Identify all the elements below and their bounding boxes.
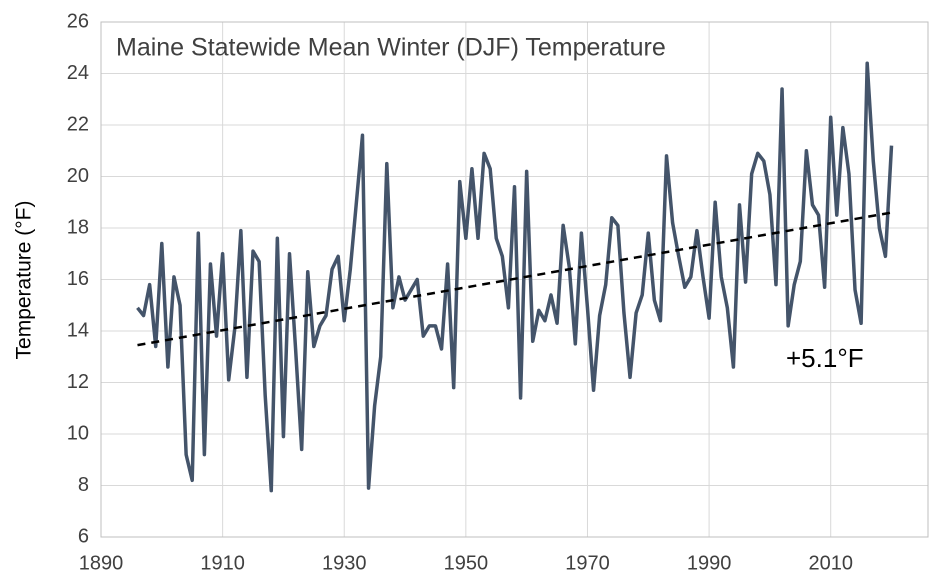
x-tick-label: 1970 <box>565 552 610 574</box>
y-tick-label: 14 <box>67 319 89 341</box>
annotation: +5.1°F <box>786 343 864 373</box>
chart-title: Maine Statewide Mean Winter (DJF) Temper… <box>116 34 666 62</box>
y-tick-label: 20 <box>67 165 89 187</box>
y-tick-label: 26 <box>67 10 89 32</box>
x-tick-label: 1910 <box>200 552 245 574</box>
x-tick-label: 1930 <box>322 552 367 574</box>
y-tick-label: 10 <box>67 422 89 444</box>
x-tick-label: 1950 <box>444 552 489 574</box>
y-tick-label: 8 <box>78 474 89 496</box>
y-tick-label: 12 <box>67 371 89 393</box>
plot-border <box>100 21 929 538</box>
y-tick-label: 22 <box>67 113 89 135</box>
x-tick-label: 2010 <box>808 552 853 574</box>
y-tick-label: 18 <box>67 216 89 238</box>
trend-line <box>137 211 892 347</box>
y-axis-label: Temperature (°F) <box>13 201 36 360</box>
x-tick-label: 1890 <box>79 552 124 574</box>
y-tick-label: 24 <box>67 62 89 84</box>
y-tick-label: 16 <box>67 268 89 290</box>
y-tick-label: 6 <box>78 525 89 547</box>
x-tick-label: 1990 <box>687 552 732 574</box>
data-line <box>136 61 894 493</box>
